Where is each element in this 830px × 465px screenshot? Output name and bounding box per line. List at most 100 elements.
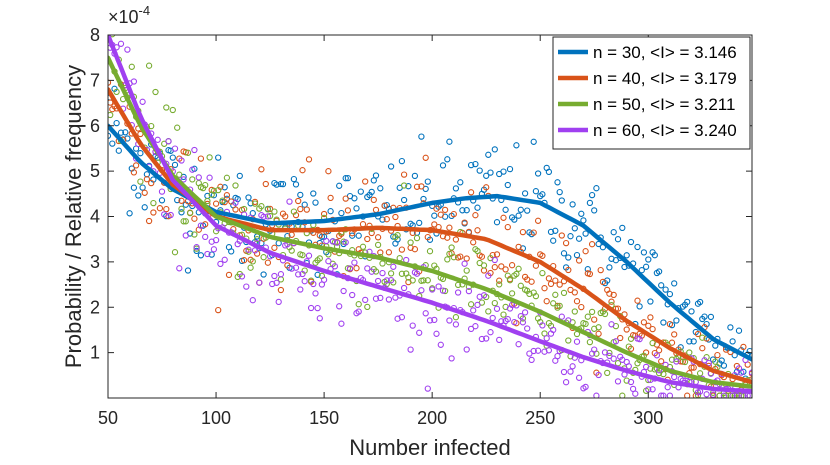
data-point — [344, 265, 352, 272]
data-point — [562, 239, 570, 247]
data-point — [705, 359, 712, 367]
data-point — [735, 327, 743, 334]
data-point — [338, 209, 345, 217]
data-point — [496, 277, 503, 284]
data-point — [457, 253, 464, 260]
data-point — [390, 263, 397, 270]
data-point — [275, 298, 282, 306]
data-point — [543, 335, 550, 342]
data-point — [610, 229, 617, 236]
data-point — [193, 244, 200, 251]
data-point — [437, 211, 444, 218]
data-point — [167, 211, 174, 219]
data-point — [191, 215, 198, 222]
data-point — [418, 287, 425, 294]
data-point — [217, 260, 224, 268]
data-point — [582, 383, 589, 391]
data-point — [634, 243, 641, 251]
data-point — [409, 322, 416, 329]
data-point — [132, 162, 140, 169]
data-point — [485, 272, 492, 279]
data-point — [571, 225, 578, 232]
data-point — [109, 140, 116, 147]
data-point — [699, 345, 706, 352]
data-point — [426, 248, 434, 255]
data-point — [472, 212, 479, 219]
data-point — [463, 346, 470, 353]
data-point — [552, 227, 559, 234]
legend-label-2: n = 40, <I> = 3.179 — [593, 69, 737, 88]
data-point — [439, 162, 447, 169]
data-point — [578, 210, 585, 217]
data-point — [297, 205, 304, 213]
data-point — [640, 249, 648, 256]
data-point — [108, 111, 114, 119]
data-point — [716, 392, 723, 398]
data-point — [400, 171, 408, 178]
data-point — [342, 239, 349, 246]
data-point — [444, 234, 451, 241]
data-point — [588, 241, 596, 248]
data-point — [534, 347, 542, 354]
data-point — [731, 392, 738, 398]
data-point — [543, 298, 550, 305]
data-point — [446, 250, 453, 258]
data-point — [504, 316, 511, 323]
data-point — [517, 282, 524, 289]
data-point — [215, 186, 222, 194]
x-axis: 50 100 150 200 250 300 — [98, 35, 663, 428]
data-point — [202, 181, 209, 189]
data-point — [400, 196, 408, 204]
data-point — [478, 335, 486, 343]
data-point — [387, 163, 395, 170]
data-point — [696, 370, 704, 377]
data-point — [137, 150, 144, 157]
data-point — [413, 234, 421, 242]
data-point — [245, 248, 252, 255]
data-point — [113, 119, 120, 127]
data-point — [163, 205, 170, 213]
data-point — [398, 246, 406, 253]
data-point — [251, 200, 259, 207]
data-point — [364, 235, 371, 243]
data-point — [658, 358, 665, 365]
data-point — [470, 307, 477, 314]
data-point — [247, 264, 254, 271]
data-point — [368, 229, 375, 237]
data-point — [310, 190, 317, 197]
data-point — [387, 270, 395, 277]
data-point — [534, 170, 542, 177]
data-point — [251, 247, 259, 254]
data-point — [720, 362, 728, 369]
data-point — [355, 301, 362, 308]
data-point — [647, 298, 654, 305]
data-point — [601, 310, 609, 318]
data-point — [500, 214, 507, 221]
data-point — [225, 271, 233, 279]
data-point — [467, 161, 475, 169]
data-point — [124, 135, 131, 142]
data-point — [521, 309, 529, 316]
data-point — [467, 301, 475, 308]
data-point — [368, 188, 375, 196]
data-point — [108, 99, 114, 106]
data-point — [418, 133, 425, 140]
data-point — [606, 290, 613, 297]
data-point — [565, 266, 572, 274]
data-point — [552, 291, 559, 298]
data-point — [517, 206, 524, 213]
y-multiplier-exponent: -4 — [139, 3, 151, 18]
data-point — [597, 266, 604, 274]
data-point — [130, 78, 138, 85]
data-point — [528, 278, 535, 285]
data-point — [353, 265, 360, 272]
data-point — [385, 249, 393, 256]
data-point — [452, 314, 460, 321]
data-point — [215, 306, 222, 314]
data-point — [191, 231, 198, 238]
data-point — [228, 248, 235, 255]
data-point — [634, 297, 641, 304]
data-point — [550, 237, 557, 244]
data-point — [467, 189, 475, 196]
data-point — [411, 172, 419, 180]
